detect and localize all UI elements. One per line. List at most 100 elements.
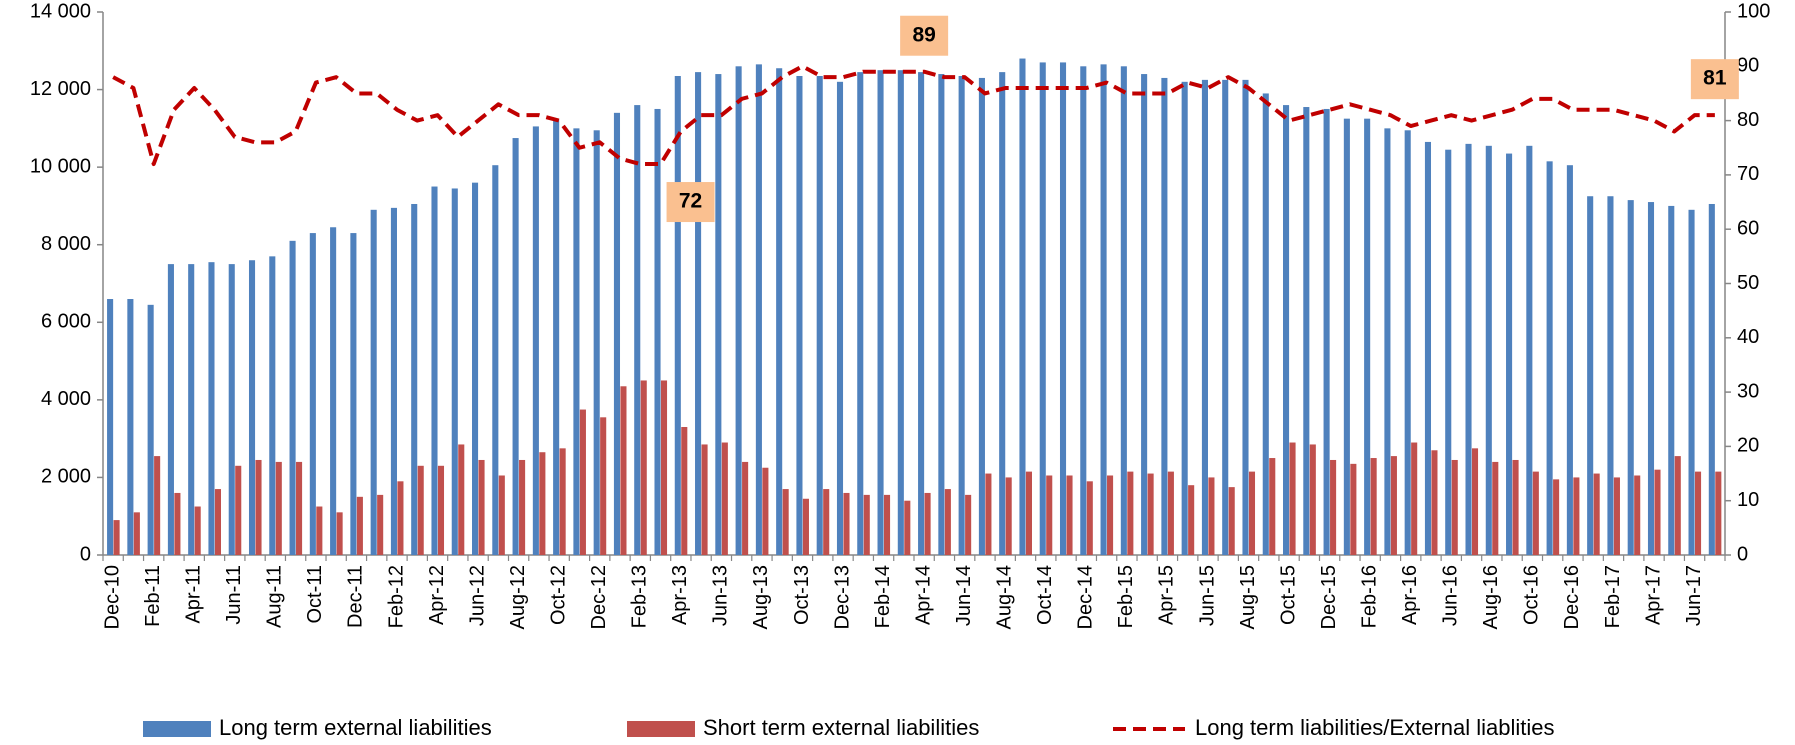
- x-tick-label: Feb-15: [1115, 565, 1137, 628]
- bar: [1668, 205, 1675, 555]
- bar: [397, 481, 404, 555]
- bar: [316, 506, 323, 555]
- bar: [715, 74, 722, 556]
- y-tick-label: 10 000: [30, 155, 91, 177]
- bar: [539, 452, 546, 555]
- bar: [593, 130, 600, 555]
- y-tick-label: 12 000: [30, 78, 91, 100]
- bar: [431, 186, 438, 556]
- bar: [1046, 475, 1053, 555]
- bar: [843, 492, 850, 555]
- y2-tick-label: 50: [1737, 272, 1759, 294]
- bar: [498, 475, 505, 555]
- bar: [289, 240, 296, 556]
- x-tick-label: Jun-11: [223, 565, 245, 625]
- bar: [1289, 442, 1296, 555]
- bar: [1086, 481, 1093, 555]
- bar: [816, 75, 823, 555]
- bar: [1107, 475, 1114, 555]
- x-tick-label: Aug-13: [750, 565, 772, 630]
- bar: [695, 72, 702, 555]
- x-tick-label: Feb-14: [872, 565, 894, 628]
- bar: [1384, 128, 1391, 555]
- x-tick-label: Dec-12: [588, 565, 610, 629]
- bar: [1350, 463, 1357, 555]
- bar: [1269, 458, 1276, 555]
- x-tick-label: Dec-10: [101, 565, 123, 629]
- bar: [1532, 471, 1539, 555]
- bar: [681, 427, 688, 555]
- bar: [1370, 458, 1377, 555]
- legend-label: Long term liabilities/External liablitie…: [1195, 715, 1555, 740]
- bar: [742, 461, 749, 555]
- bar: [1613, 477, 1620, 555]
- bar: [553, 118, 560, 556]
- bar: [1025, 471, 1033, 555]
- bar: [235, 465, 242, 555]
- bar: [1161, 77, 1168, 555]
- bar: [1080, 66, 1087, 556]
- x-tick-label: Jun-12: [466, 565, 488, 626]
- bar: [999, 72, 1006, 555]
- bar: [802, 498, 809, 555]
- y2-tick-label: 80: [1737, 109, 1759, 131]
- bar: [1471, 448, 1479, 555]
- x-tick-label: Feb-12: [385, 565, 407, 628]
- bar: [350, 233, 357, 556]
- bar: [857, 72, 864, 555]
- bar: [451, 188, 458, 555]
- bar: [1593, 473, 1600, 555]
- bar: [1424, 141, 1432, 556]
- y2-tick-label: 20: [1737, 435, 1759, 457]
- bar: [214, 489, 222, 555]
- bar: [154, 456, 161, 555]
- bar: [1566, 165, 1573, 556]
- x-tick-label: Apr-17: [1642, 565, 1664, 625]
- bar: [1303, 107, 1310, 556]
- bar: [147, 304, 154, 555]
- bar: [1627, 200, 1634, 555]
- bar: [512, 138, 519, 555]
- y2-tick-label: 40: [1737, 326, 1759, 348]
- bar: [965, 494, 972, 555]
- bar: [755, 64, 762, 555]
- x-tick-label: Jun-17: [1683, 565, 1705, 626]
- bar: [309, 233, 316, 556]
- y-tick-label: 2 000: [41, 466, 91, 488]
- bar: [1654, 469, 1661, 555]
- bar: [330, 227, 337, 555]
- bar: [1647, 202, 1655, 556]
- bar: [1364, 118, 1371, 556]
- x-tick-label: Oct-16: [1521, 565, 1543, 625]
- bar: [613, 112, 621, 555]
- bar: [1059, 62, 1067, 556]
- x-tick-label: Oct-15: [1277, 565, 1299, 625]
- x-tick-label: Dec-11: [345, 565, 367, 628]
- bar: [904, 500, 911, 555]
- bar: [1451, 459, 1458, 555]
- bar: [1228, 487, 1235, 555]
- y2-tick-label: 90: [1737, 55, 1759, 77]
- bar: [1526, 145, 1533, 555]
- bar: [1127, 471, 1134, 555]
- bar: [228, 264, 235, 555]
- bar: [1039, 62, 1046, 556]
- bar: [620, 386, 627, 555]
- bar: [1634, 475, 1641, 555]
- x-tick-label: Jun-15: [1196, 565, 1218, 626]
- bar: [336, 512, 343, 555]
- bar: [1512, 459, 1519, 555]
- bar: [113, 520, 120, 555]
- bar: [776, 68, 783, 555]
- bar: [978, 77, 985, 555]
- bar: [1674, 456, 1681, 555]
- bar: [1390, 456, 1397, 555]
- x-tick-label: Aug-12: [507, 565, 529, 630]
- x-tick-label: Apr-15: [1156, 565, 1178, 625]
- bar: [1553, 479, 1560, 555]
- y-tick-label: 14 000: [30, 0, 91, 22]
- bar: [660, 380, 668, 555]
- bar: [107, 299, 114, 555]
- x-tick-label: Apr-14: [912, 565, 934, 625]
